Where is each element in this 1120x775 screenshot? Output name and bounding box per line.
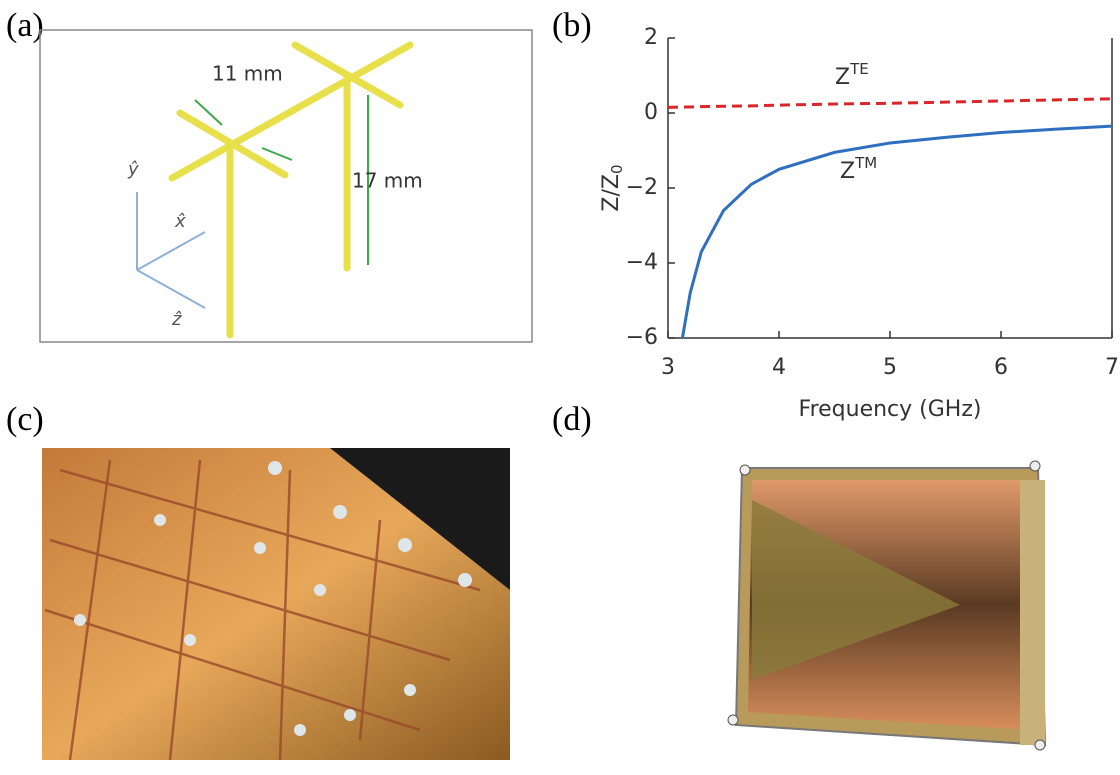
y-label-sub: 0: [608, 164, 626, 174]
y-axis-label: Z/Z0: [599, 164, 626, 211]
panel-label: (b): [552, 7, 592, 44]
axis-label: x̂: [174, 211, 186, 232]
length-label: 11 mm: [212, 62, 283, 86]
y-tick-label: 0: [644, 100, 658, 125]
x-tick-label: 5: [883, 355, 897, 380]
series-line: [668, 99, 1112, 108]
y-tick-label: −6: [626, 325, 658, 350]
length-label: 17 mm: [352, 169, 423, 193]
unit-cell-diagram: 11 mm 17 mm ŷ x̂ ẑ: [40, 30, 532, 342]
x-tick-label: 7: [1105, 355, 1119, 380]
axis-label: ŷ: [127, 159, 139, 180]
series-label-base: Z: [835, 65, 850, 90]
photo-c: [42, 448, 510, 760]
figure: (a) (b) (c) (d) 11 mm 17 mm ŷ x̂ ẑ Z/Z0 …: [0, 0, 1120, 771]
series-label: ZTE: [835, 60, 869, 91]
y-tick-label: −2: [626, 175, 658, 200]
panel-label: (d): [552, 401, 592, 438]
photo-d: [728, 461, 1045, 750]
series-label-base: Z: [840, 159, 855, 184]
y-tick-label: −4: [626, 250, 658, 275]
y-label-text: Z/Z: [599, 174, 624, 212]
series-line: [682, 126, 1112, 338]
y-tick-label: 2: [644, 25, 658, 50]
x-tick-label: 4: [772, 355, 786, 380]
axis-label: ẑ: [171, 309, 182, 330]
series-label-sup: TE: [849, 60, 869, 78]
panel-label: (c): [6, 401, 44, 438]
panel-label: (a): [6, 7, 44, 44]
x-tick-label: 3: [661, 355, 675, 380]
x-tick-label: 6: [994, 355, 1008, 380]
series-label-sup: TM: [854, 154, 877, 172]
x-axis-label: Frequency (GHz): [799, 397, 982, 422]
series-label: ZTM: [840, 154, 877, 185]
